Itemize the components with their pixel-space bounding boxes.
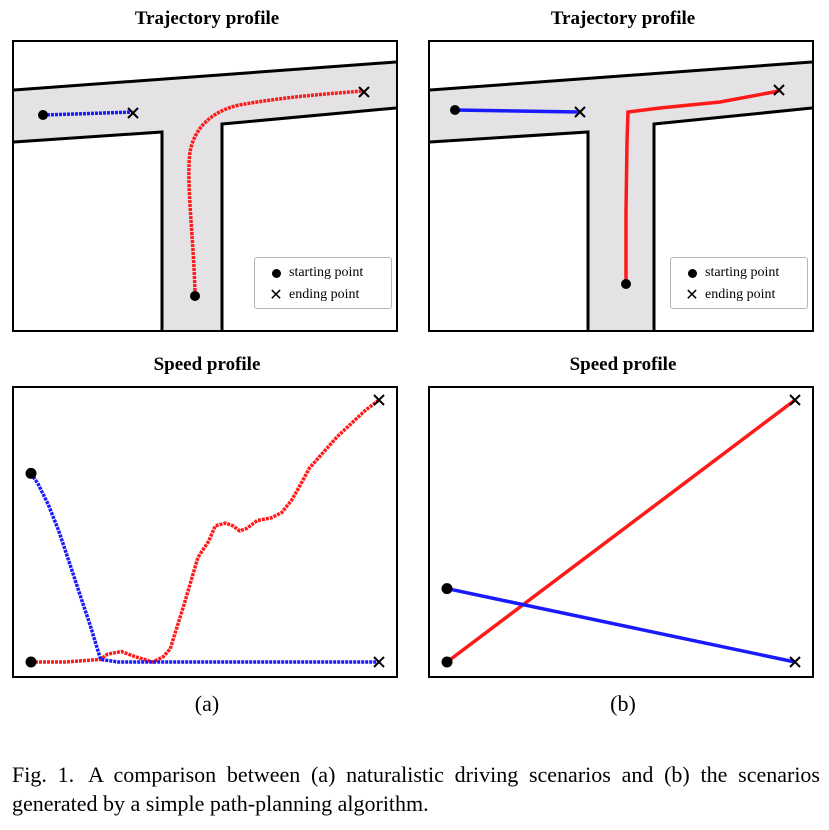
road-edge-top	[430, 60, 812, 92]
speed-title-a: Speed profile	[153, 354, 261, 375]
filled-circle-icon	[263, 268, 289, 278]
trajectory-panel-b: starting point ✕ ending point	[428, 40, 814, 332]
blue-speed-line	[29, 472, 379, 664]
cross-icon: ✕	[685, 287, 699, 304]
red-start-marker	[190, 291, 200, 301]
road-horizontal	[430, 62, 812, 330]
cross-icon: ✕	[269, 287, 283, 304]
trajectory-title-a: Trajectory profile	[134, 8, 280, 29]
legend-end-label: ending point	[705, 287, 776, 302]
trajectory-title-b: Trajectory profile	[550, 8, 696, 29]
blue-start-marker	[450, 105, 460, 115]
speed-plot-a	[25, 394, 385, 668]
caption-text: A comparison between (a) naturalistic dr…	[12, 762, 820, 816]
speed-panel-a	[12, 386, 398, 678]
road-edge-lower-right	[220, 106, 396, 330]
red-start-marker	[25, 656, 37, 668]
road-edge-lower-left	[430, 130, 590, 330]
blue-end-marker	[127, 107, 139, 119]
road-edge-lower-right	[652, 106, 812, 330]
red-speed-line	[445, 398, 797, 664]
speed-title-b: Speed profile	[569, 354, 677, 375]
blue-start-marker	[38, 110, 48, 120]
legend-start-label: starting point	[705, 265, 780, 280]
legend-b: starting point ✕ ending point	[670, 257, 808, 309]
road-edge-lower-left	[14, 130, 164, 330]
subfigure-label-b: (b)	[610, 691, 636, 716]
red-end-marker	[789, 394, 801, 406]
trajectory-plot-b	[430, 60, 812, 330]
red-end-marker	[358, 86, 370, 98]
speed-panel-b	[428, 386, 814, 678]
blue-vehicle-trajectory	[42, 110, 133, 117]
figure-caption: Fig. 1. A comparison between (a) naturali…	[12, 760, 820, 818]
legend-row-end: ✕ ending point	[679, 284, 799, 306]
subfigure-label-a: (a)	[194, 691, 220, 716]
filled-circle-icon	[679, 268, 705, 278]
road-edge-top	[14, 60, 396, 92]
legend-row-start: starting point	[263, 262, 383, 284]
blue-speed-line	[446, 586, 796, 664]
road-horizontal	[14, 62, 396, 330]
legend-row-end: ✕ ending point	[263, 284, 383, 306]
legend-a: starting point ✕ ending point	[254, 257, 392, 309]
red-start-marker	[621, 279, 631, 289]
red-speed-line	[31, 398, 381, 664]
red-end-marker	[773, 84, 785, 96]
red-vehicle-trajectory	[624, 89, 780, 284]
red-end-marker	[373, 394, 385, 406]
blue-end-marker	[373, 656, 385, 668]
legend-row-start: starting point	[679, 262, 799, 284]
legend-end-label: ending point	[289, 287, 360, 302]
speed-plot-b	[441, 394, 801, 668]
figure-label: Fig. 1.	[12, 762, 75, 787]
red-vehicle-trajectory	[187, 89, 364, 296]
blue-end-marker	[789, 656, 801, 668]
blue-start-marker	[25, 467, 37, 479]
trajectory-panel-a: starting point ✕ ending point	[12, 40, 398, 332]
legend-start-label: starting point	[289, 265, 364, 280]
blue-start-marker	[441, 583, 453, 595]
blue-end-marker	[574, 106, 586, 118]
trajectory-plot-a	[14, 60, 396, 330]
blue-vehicle-trajectory	[454, 108, 581, 114]
red-start-marker	[441, 656, 453, 668]
